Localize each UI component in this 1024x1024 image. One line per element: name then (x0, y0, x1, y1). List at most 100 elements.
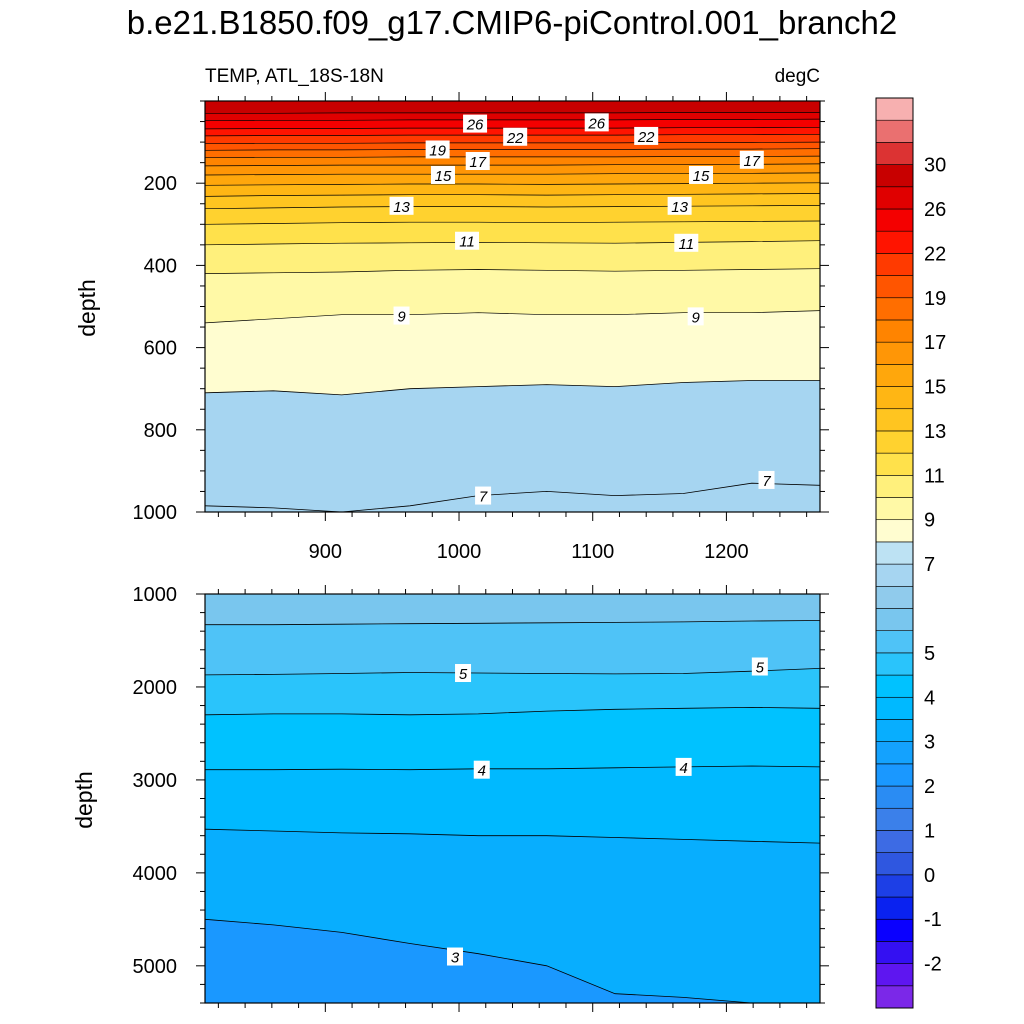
colorbar-label: 7 (924, 554, 935, 576)
contour-label: 15 (693, 168, 710, 185)
temperature-band (205, 707, 820, 770)
colorbar-swatch (875, 874, 914, 898)
colorbar-label: 15 (924, 377, 946, 399)
temperature-band (205, 829, 820, 1003)
isotherm-line (205, 482, 820, 512)
colorbar-swatch (875, 142, 914, 165)
contour-label-bg (674, 233, 699, 252)
temperature-band (205, 221, 820, 245)
colorbar-label: 19 (924, 288, 946, 310)
colorbar-swatch (875, 164, 914, 188)
panel-content: 5 5 4 4 3 (205, 594, 820, 1003)
colorbar-swatch (875, 541, 914, 565)
isotherm-line (205, 118, 820, 122)
colorbar-swatch (875, 785, 914, 809)
colorbar-swatch (875, 763, 914, 787)
colorbar-label: -1 (924, 909, 942, 931)
contour-label-bg (389, 196, 414, 215)
colorbar-swatch (875, 608, 914, 631)
isotherm-line (205, 268, 820, 274)
y-tick-label: 600 (144, 338, 177, 360)
temperature-band (205, 119, 820, 129)
colorbar-swatch (875, 408, 914, 432)
temperature-band (205, 594, 820, 625)
colorbar-swatch (875, 918, 914, 942)
y-tick-label: 1000 (133, 584, 178, 606)
isotherm-line (205, 765, 820, 771)
y-tick-label: 4000 (133, 863, 178, 885)
colorbar-label: 17 (924, 332, 946, 354)
colorbar-swatch (875, 896, 914, 920)
temperature-band (205, 163, 820, 175)
contour-label: 26 (466, 117, 484, 134)
contour-label-bg (503, 127, 528, 146)
isotherm-line (205, 112, 820, 114)
colorbar-label: 30 (924, 155, 946, 177)
contour-label-bg (455, 231, 480, 250)
colorbar-swatch (875, 253, 914, 276)
colorbar-swatch (875, 963, 914, 987)
temperature-band (205, 142, 820, 151)
colorbar-swatch (875, 208, 914, 232)
variable-label: TEMP, ATL_18S-18N (205, 66, 384, 87)
x-tick-label: 1200 (704, 541, 749, 563)
contour-label-bg (751, 657, 768, 676)
isotherm-line (205, 220, 820, 225)
colorbar-swatch (875, 297, 914, 321)
colorbar-label: 11 (924, 465, 945, 487)
upper-depth-panel: 26 26 22 22 19 17 17 15 15 13 13 11 11 9 9 7 7 900 1000 110… (74, 92, 829, 563)
contour-label-bg (667, 196, 692, 215)
contour-label: 3 (451, 950, 460, 967)
temperature-band (205, 668, 820, 715)
y-axis-label: depth (74, 279, 100, 337)
temperature-band (205, 101, 820, 114)
chart-title: b.e21.B1850.f09_g17.CMIP6-piControl.001_… (126, 4, 898, 41)
contour-label: 26 (587, 115, 605, 132)
temperature-band (205, 172, 820, 186)
colorbar-swatch (875, 364, 914, 387)
colorbar-swatch (875, 452, 914, 476)
contour-label-bg (739, 150, 764, 169)
colorbar-label: 3 (924, 732, 935, 754)
colorbar-label: 13 (924, 421, 946, 443)
contour-label: 5 (756, 660, 765, 677)
colorbar-swatch (875, 275, 914, 299)
colorbar-label: 4 (924, 687, 935, 709)
colorbar-swatch (875, 186, 914, 210)
colorbar-swatch (875, 386, 914, 410)
colorbar-swatch (875, 852, 914, 876)
temperature-band (205, 156, 820, 166)
contour-label: 11 (679, 236, 695, 253)
contour-label: 15 (435, 168, 452, 185)
isotherm-line (205, 155, 820, 159)
temperature-band (205, 148, 820, 158)
temperature-band (205, 620, 820, 675)
colorbar-label: 1 (924, 820, 935, 842)
contour-label: 13 (671, 199, 688, 216)
colorbar-swatch (875, 630, 914, 654)
y-tick-label: 200 (144, 173, 177, 195)
colorbar-swatch (875, 719, 914, 742)
colorbar-swatch (875, 563, 914, 587)
colorbar-swatch (875, 519, 914, 543)
isotherm-line (205, 380, 820, 396)
colorbar-label: 9 (924, 510, 935, 532)
isotherm-line (205, 706, 820, 716)
colorbar-swatch (875, 830, 914, 853)
contour-label-bg (455, 664, 472, 683)
isotherm-line (205, 172, 820, 176)
isotherm-line (205, 148, 820, 151)
colorbar-frame (875, 97, 914, 1009)
contour-label-bg (584, 113, 609, 132)
contour-label: 7 (479, 489, 488, 506)
colorbar-swatch (875, 97, 914, 121)
contour-label: 19 (429, 142, 446, 159)
panel-content: 26 26 22 22 19 17 17 15 15 13 13 11 11 9 9 7 7 (205, 101, 820, 512)
contour-label: 4 (679, 760, 687, 777)
colorbar-swatch (875, 119, 914, 143)
y-axis-label: depth (71, 771, 97, 829)
isotherm-line (205, 163, 820, 167)
colorbar-swatch (875, 741, 914, 765)
contour-label: 11 (459, 234, 475, 251)
contour-label-bg (465, 152, 490, 171)
